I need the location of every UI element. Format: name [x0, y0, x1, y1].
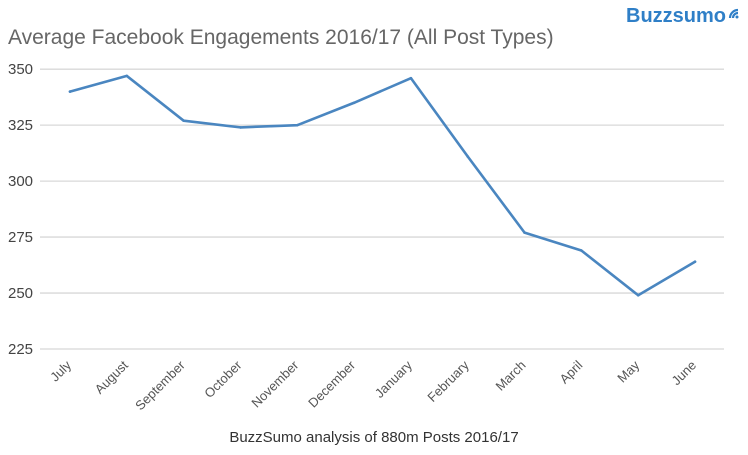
source-note: BuzzSumo analysis of 880m Posts 2016/17	[229, 429, 518, 446]
data-point	[523, 231, 526, 234]
x-tick-label: April	[556, 357, 585, 386]
data-point	[239, 126, 242, 129]
data-point	[68, 90, 72, 93]
data-point	[466, 155, 470, 158]
data-point	[295, 123, 299, 127]
data-point	[182, 119, 185, 122]
x-tick-label: June	[669, 358, 700, 389]
y-tick-label: 350	[8, 61, 33, 78]
chart-title: Average Facebook Engagements 2016/17 (Al…	[8, 26, 554, 49]
y-axis-ticks: 225 250 275 300 325 350	[8, 61, 33, 358]
data-point	[125, 74, 129, 78]
brand-name: Buzzsumo	[626, 5, 726, 27]
y-tick-label: 275	[8, 229, 33, 246]
x-axis-ticks: July August September October November Decemb…	[47, 357, 699, 413]
y-tick-label: 225	[8, 341, 33, 358]
data-point	[409, 76, 413, 80]
data-point	[580, 249, 583, 252]
y-tick-label: 300	[8, 173, 33, 190]
x-tick-label: May	[614, 357, 642, 385]
x-tick-label: August	[92, 357, 131, 396]
data-point	[636, 293, 640, 297]
x-tick-label: November	[248, 357, 301, 410]
grid-lines	[40, 68, 724, 350]
x-tick-label: December	[305, 357, 358, 410]
y-tick-label: 325	[8, 117, 33, 134]
wifi-signal-icon	[728, 8, 739, 19]
series-layer	[68, 74, 697, 297]
x-tick-label: January	[372, 357, 416, 401]
brand-logo: Buzzsumo	[626, 5, 739, 27]
x-tick-label: March	[493, 358, 529, 394]
x-tick-label: July	[47, 357, 74, 384]
x-tick-label: February	[424, 357, 472, 405]
x-tick-label: October	[201, 357, 245, 401]
x-tick-label: September	[132, 357, 188, 413]
series-line	[68, 74, 697, 297]
data-point	[693, 260, 697, 264]
data-point	[352, 101, 356, 105]
y-tick-label: 250	[8, 285, 33, 302]
